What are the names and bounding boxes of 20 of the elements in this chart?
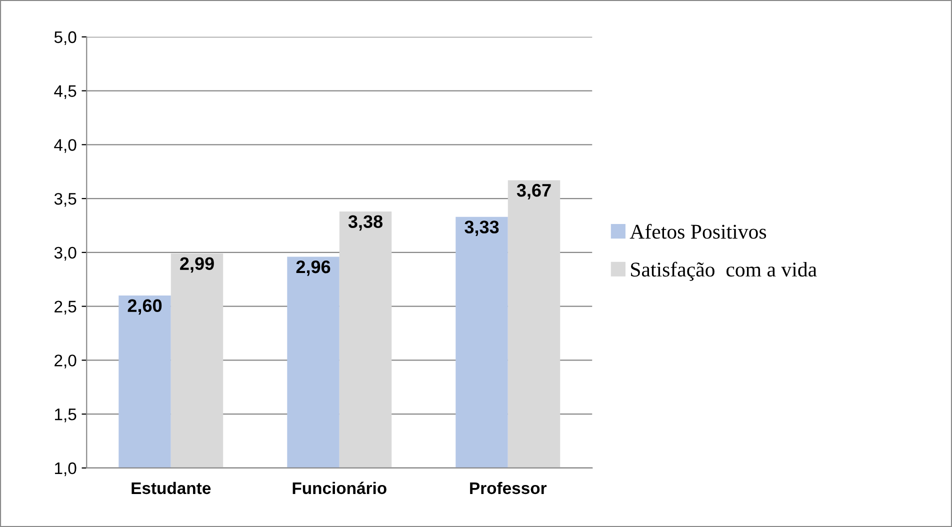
- y-tick-label: 1,5: [55, 408, 76, 422]
- y-tick-label: 5,0: [54, 31, 76, 46]
- legend-label: Satisfação com a vida: [631, 262, 817, 281]
- y-tick-label: 2,0: [54, 354, 76, 368]
- y-tick-label: 4,0: [54, 139, 76, 153]
- data-label: 3,38: [348, 215, 383, 231]
- data-label: 3,67: [516, 184, 551, 200]
- y-tick-label: 3,0: [54, 246, 76, 261]
- x-tick-label: Estudante: [132, 482, 211, 494]
- y-tick-label: 4,5: [54, 85, 76, 99]
- data-label: 2,96: [296, 260, 330, 276]
- y-tick-label: 1,0: [55, 462, 76, 476]
- data-label: 3,33: [464, 220, 499, 236]
- x-tick-label: Funcionário: [292, 482, 386, 494]
- data-label: 2,60: [128, 299, 162, 315]
- y-tick-label: 2,5: [54, 300, 76, 314]
- data-label: 2,99: [180, 257, 214, 273]
- y-tick-label: 3,5: [54, 192, 76, 207]
- legend-label: Afetos Positivos: [630, 224, 766, 239]
- x-tick-label: Professor: [470, 482, 547, 494]
